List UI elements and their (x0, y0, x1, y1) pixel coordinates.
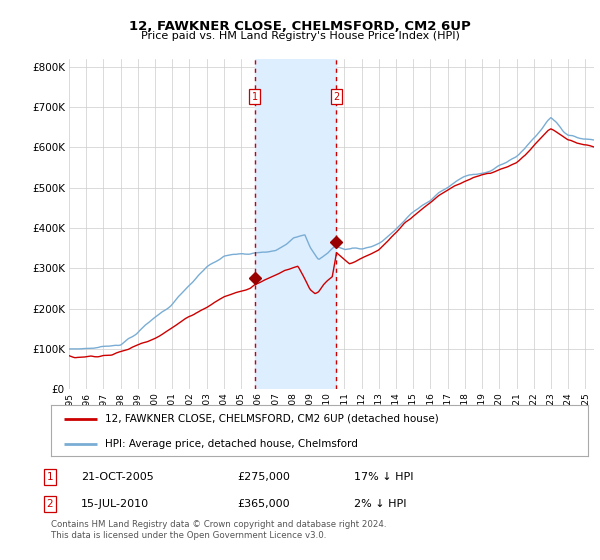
Text: 17% ↓ HPI: 17% ↓ HPI (354, 472, 413, 482)
Text: 1: 1 (252, 92, 258, 102)
Text: 2: 2 (334, 92, 340, 102)
Text: 12, FAWKNER CLOSE, CHELMSFORD, CM2 6UP (detached house): 12, FAWKNER CLOSE, CHELMSFORD, CM2 6UP (… (105, 414, 439, 424)
Text: 2: 2 (46, 499, 53, 509)
Text: 2% ↓ HPI: 2% ↓ HPI (354, 499, 407, 509)
Text: 15-JUL-2010: 15-JUL-2010 (81, 499, 149, 509)
Text: £275,000: £275,000 (237, 472, 290, 482)
Text: HPI: Average price, detached house, Chelmsford: HPI: Average price, detached house, Chel… (105, 438, 358, 449)
Text: 12, FAWKNER CLOSE, CHELMSFORD, CM2 6UP: 12, FAWKNER CLOSE, CHELMSFORD, CM2 6UP (129, 20, 471, 32)
Text: Price paid vs. HM Land Registry's House Price Index (HPI): Price paid vs. HM Land Registry's House … (140, 31, 460, 41)
Text: £365,000: £365,000 (237, 499, 290, 509)
Text: This data is licensed under the Open Government Licence v3.0.: This data is licensed under the Open Gov… (51, 531, 326, 540)
Text: 21-OCT-2005: 21-OCT-2005 (81, 472, 154, 482)
Text: 1: 1 (46, 472, 53, 482)
Bar (255, 59, 337, 389)
Text: Contains HM Land Registry data © Crown copyright and database right 2024.: Contains HM Land Registry data © Crown c… (51, 520, 386, 529)
